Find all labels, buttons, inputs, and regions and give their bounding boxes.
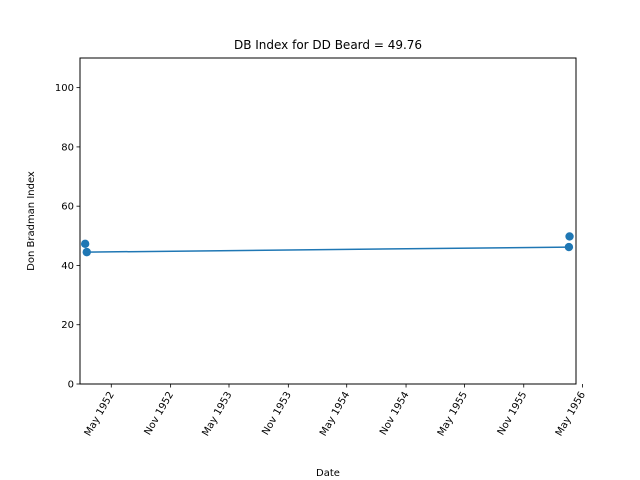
- x-tick-label: May 1953: [200, 390, 234, 438]
- y-tick-label: 100: [55, 83, 74, 94]
- x-tick-label: May 1955: [436, 390, 470, 438]
- y-tick-label: 0: [68, 380, 74, 391]
- series-line: [86, 246, 569, 253]
- x-axis: May 1952 Nov 1952 May 1953 Nov 1953 May 1954…: [83, 384, 588, 438]
- series-line-path: [86, 246, 569, 253]
- data-point: [80, 239, 90, 249]
- x-tick-label: May 1954: [318, 390, 352, 438]
- x-tick-label: Nov 1954: [378, 390, 412, 437]
- x-tick-label: May 1956: [554, 390, 588, 438]
- x-tick-label: Nov 1955: [496, 390, 530, 437]
- x-tick-label: May 1952: [83, 390, 117, 438]
- series-points: [80, 232, 574, 257]
- x-tick-label: Nov 1953: [260, 390, 294, 437]
- y-axis: 0 20 40 60 80 100: [55, 83, 80, 391]
- data-point: [564, 242, 574, 252]
- plot-area: [79, 57, 577, 385]
- data-point: [82, 247, 91, 257]
- y-tick-label: 40: [61, 261, 74, 272]
- data-point: [565, 232, 574, 241]
- x-tick-label: Nov 1952: [143, 390, 177, 437]
- y-tick-label: 80: [61, 142, 74, 153]
- y-tick-label: 20: [61, 320, 74, 331]
- chart-title: DB Index for DD Beard = 49.76: [234, 38, 422, 52]
- y-axis-label: Don Bradman Index: [26, 171, 37, 271]
- x-axis-label: Date: [316, 468, 340, 479]
- y-tick-label: 60: [61, 202, 74, 213]
